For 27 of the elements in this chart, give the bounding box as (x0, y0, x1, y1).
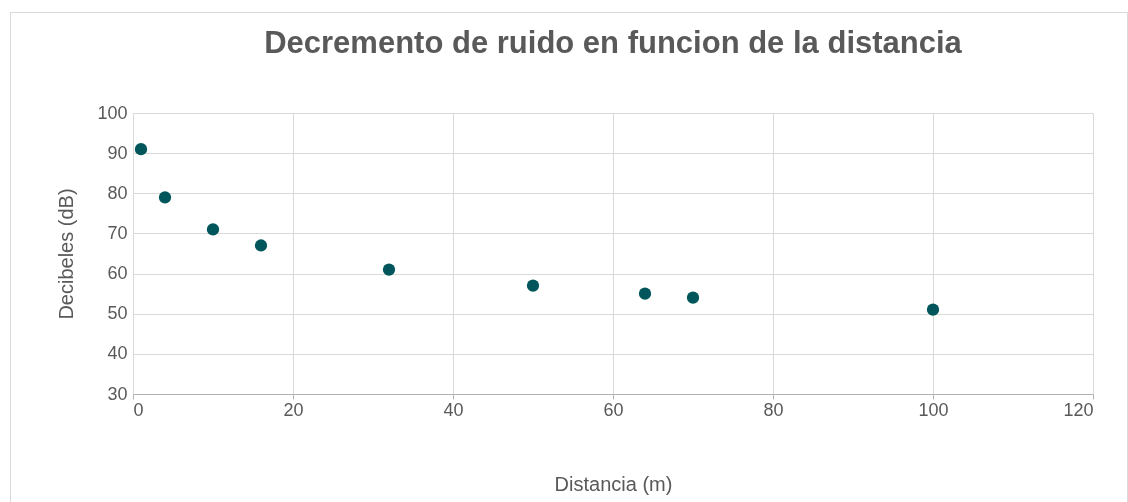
y-axis-title: Decibeles (dB) (55, 188, 78, 320)
x-tick-label: 0 (133, 399, 144, 420)
x-tick-label: 80 (763, 399, 784, 420)
x-axis-title: Distancia (m) (554, 472, 673, 495)
y-tick-label: 100 (97, 102, 128, 123)
y-tick-label: 70 (107, 222, 128, 243)
point (382, 263, 396, 276)
chart-title: Decremento de ruido en funcion de la distancia (264, 25, 963, 60)
point (206, 223, 220, 236)
point (638, 287, 652, 300)
x-tick-label: 40 (443, 399, 464, 420)
point (926, 303, 940, 316)
y-tick-label: 50 (107, 303, 128, 324)
y-tick-label: 40 (107, 343, 128, 364)
x-tick-label: 120 (1063, 399, 1094, 420)
x-tick-label: 100 (918, 399, 949, 420)
point (254, 239, 268, 252)
point (526, 279, 540, 292)
point (134, 143, 148, 156)
y-tick-label: 60 (107, 263, 128, 284)
y-tick-label: 80 (107, 182, 128, 203)
x-tick-label: 60 (603, 399, 624, 420)
y-tick-label: 30 (107, 383, 128, 404)
x-tick-label: 20 (283, 399, 304, 420)
y-tick-label: 90 (107, 142, 128, 163)
point (686, 291, 700, 304)
point (158, 191, 172, 204)
